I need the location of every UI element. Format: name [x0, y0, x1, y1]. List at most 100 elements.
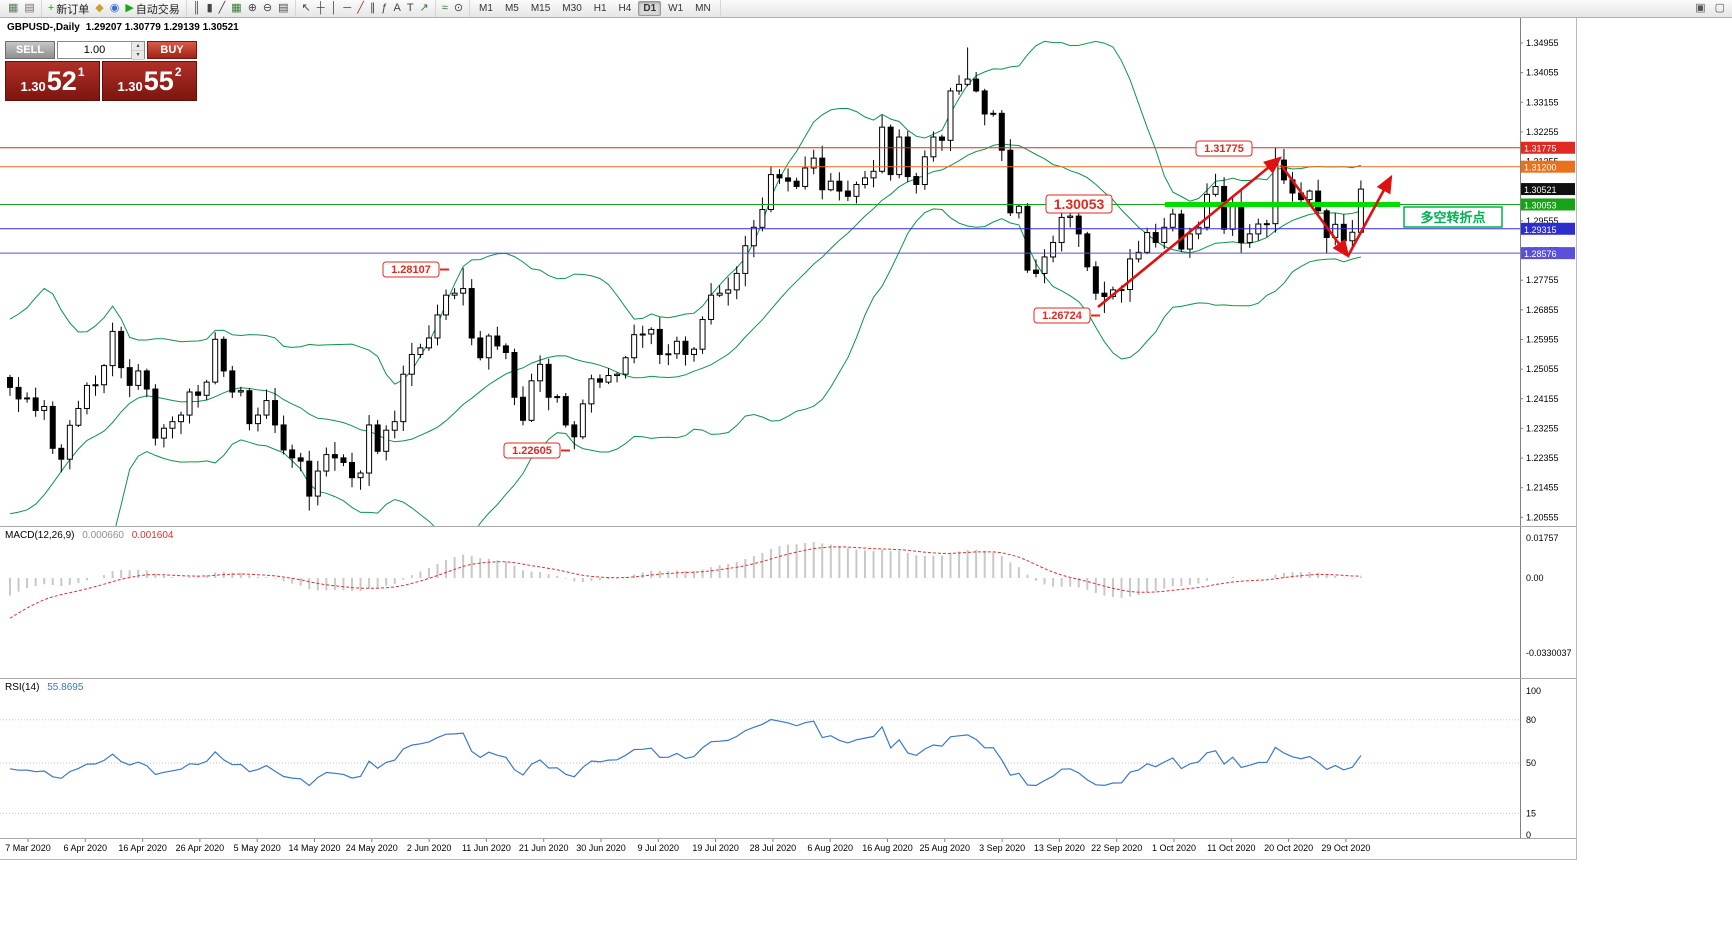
horizontal-line-button[interactable]: ─ — [340, 1, 354, 16]
volume-up-icon[interactable]: ▴ — [132, 42, 144, 51]
ask-price-panel[interactable]: 1.30 55 2 — [102, 61, 197, 101]
svg-text:1.34955: 1.34955 — [1526, 38, 1559, 48]
new-order-button[interactable]: + 新订单 — [45, 1, 92, 16]
fibonacci-icon: ƒ — [381, 2, 388, 14]
chart-ohlc-header: GBPUSD-,Daily 1.29207 1.30779 1.29139 1.3… — [7, 22, 245, 33]
svg-text:1.29555: 1.29555 — [1526, 216, 1559, 226]
svg-text:1.33155: 1.33155 — [1526, 97, 1559, 107]
svg-text:0: 0 — [1526, 830, 1531, 840]
svg-text:1.22605: 1.22605 — [512, 445, 552, 457]
sell-button[interactable]: SELL — [5, 41, 55, 59]
svg-text:1.23255: 1.23255 — [1526, 423, 1559, 433]
svg-text:1.31775: 1.31775 — [1524, 144, 1557, 154]
timeframe-m30-button[interactable]: M30 — [562, 3, 582, 14]
options-button[interactable]: ◉ — [107, 1, 123, 16]
metaeditor-button[interactable]: ◆ — [92, 1, 106, 16]
tile-windows-button[interactable]: ▤ — [275, 1, 291, 16]
bar-chart-button[interactable]: ║ — [190, 1, 204, 16]
timeframe-h4-button[interactable]: H4 — [618, 3, 632, 14]
volume-stepper[interactable]: 1.00 ▴ ▾ — [57, 41, 145, 60]
line-chart-button[interactable]: ╱ — [216, 1, 229, 16]
zoom-out-button[interactable]: ⊖ — [260, 1, 275, 16]
bid-price-panel[interactable]: 1.30 52 1 — [5, 61, 100, 101]
svg-text:1.29315: 1.29315 — [1524, 225, 1557, 235]
timeframe-m5-button[interactable]: M5 — [504, 3, 519, 14]
cursor-button[interactable]: ↖ — [299, 1, 314, 16]
timeframe-h1-button[interactable]: H1 — [593, 3, 607, 14]
svg-text:1.26724: 1.26724 — [1042, 310, 1083, 322]
svg-text:11 Jun 2020: 11 Jun 2020 — [462, 843, 511, 853]
rsi-indicator-label: RSI(14) 55.8695 — [5, 682, 83, 693]
svg-text:9 Jul 2020: 9 Jul 2020 — [638, 843, 680, 853]
svg-text:20 Oct 2020: 20 Oct 2020 — [1264, 843, 1313, 853]
svg-text:1.25955: 1.25955 — [1526, 334, 1559, 344]
channel-icon: ∥ — [369, 2, 376, 14]
svg-text:3 Sep 2020: 3 Sep 2020 — [979, 843, 1025, 853]
label-icon: T — [406, 2, 414, 14]
tile-windows-icon: ▤ — [278, 2, 289, 14]
buy-button[interactable]: BUY — [147, 41, 197, 59]
toolbar-group-charts: ▦ ▤ — [2, 0, 42, 17]
svg-text:1.27755: 1.27755 — [1526, 275, 1559, 285]
toolbar-group-trading: + 新订单 ◆ ◉ ▶ 自动交易 — [42, 0, 187, 17]
indicators-icon: ≈ — [441, 2, 448, 14]
fullscreen-icon: ▢ — [1714, 2, 1725, 14]
grid-button[interactable]: ▦ — [228, 1, 244, 16]
svg-text:29 Oct 2020: 29 Oct 2020 — [1321, 843, 1370, 853]
metaeditor-icon: ◆ — [95, 2, 104, 14]
macd-title: MACD(12,26,9) — [5, 530, 75, 541]
periods-button[interactable]: ⊙ — [451, 1, 466, 16]
candlestick-chart-button[interactable]: ▮ — [204, 1, 216, 16]
svg-text:-0.0330037: -0.0330037 — [1526, 648, 1572, 658]
timeframe-m1-button[interactable]: M1 — [479, 3, 493, 14]
text-icon: A — [393, 2, 401, 14]
svg-text:26 Apr 2020: 26 Apr 2020 — [176, 843, 225, 853]
channel-button[interactable]: ∥ — [367, 1, 379, 16]
svg-text:1.25055: 1.25055 — [1526, 364, 1559, 374]
arrows-button[interactable]: ↗ — [417, 1, 432, 16]
text-button[interactable]: A — [390, 1, 403, 16]
ohlc-values: 1.29207 1.30779 1.29139 1.30521 — [85, 22, 239, 33]
new-chart-button[interactable]: ▦ — [5, 1, 21, 16]
zoom-in-button[interactable]: ⊕ — [245, 1, 260, 16]
horizontal-line-icon: ─ — [343, 2, 352, 14]
chart-window[interactable]: 1.31775 1.30053 1.28107 1.26724 1.22605 多空转折点… — [0, 17, 1577, 860]
vertical-line-button[interactable]: │ — [328, 1, 341, 16]
volume-spin-buttons: ▴ ▾ — [131, 42, 144, 60]
svg-text:11 Oct 2020: 11 Oct 2020 — [1207, 843, 1255, 853]
timeframe-mn-button[interactable]: MN — [695, 3, 711, 14]
rsi-title: RSI(14) — [5, 682, 40, 693]
arrows-icon: ↗ — [419, 2, 429, 14]
svg-text:1 Oct 2020: 1 Oct 2020 — [1152, 843, 1196, 853]
svg-text:1.22355: 1.22355 — [1526, 453, 1559, 463]
docking-button[interactable]: ▣ — [1692, 1, 1708, 16]
crosshair-button[interactable]: ┼ — [314, 1, 328, 16]
svg-text:22 Sep 2020: 22 Sep 2020 — [1091, 843, 1142, 853]
options-icon: ◉ — [109, 2, 120, 14]
svg-text:1.30521: 1.30521 — [1524, 185, 1557, 195]
indicators-button[interactable]: ≈ — [439, 1, 451, 16]
fullscreen-button[interactable]: ▢ — [1712, 1, 1728, 16]
trendline-button[interactable]: ╱ — [354, 1, 367, 16]
zoom-in-icon: ⊕ — [247, 2, 257, 14]
chart-profiles-button[interactable]: ▤ — [21, 1, 37, 16]
autotrading-icon: ▶ — [125, 2, 134, 14]
price-chart-canvas[interactable]: 1.31775 1.30053 1.28107 1.26724 1.22605 多空转折点… — [0, 17, 1576, 859]
autotrading-button[interactable]: ▶ 自动交易 — [122, 1, 182, 16]
candlestick-chart-icon: ▮ — [206, 2, 213, 14]
volume-down-icon[interactable]: ▾ — [132, 51, 144, 60]
fibonacci-button[interactable]: ƒ — [378, 1, 390, 16]
svg-text:100: 100 — [1526, 686, 1541, 696]
macd-signal-value: 0.001604 — [131, 530, 174, 541]
svg-text:1.34055: 1.34055 — [1526, 68, 1559, 78]
timeframe-m15-button[interactable]: M15 — [530, 3, 551, 14]
timeframe-d1-button[interactable]: D1 — [638, 1, 662, 16]
label-button[interactable]: T — [404, 1, 417, 16]
toolbar-group-indicators: ≈ ⊙ — [436, 0, 471, 17]
volume-input[interactable]: 1.00 — [83, 44, 106, 56]
svg-text:14 May 2020: 14 May 2020 — [288, 843, 340, 853]
svg-text:21 Jun 2020: 21 Jun 2020 — [519, 843, 569, 853]
timeframe-w1-button[interactable]: W1 — [668, 3, 684, 14]
svg-text:19 Jul 2020: 19 Jul 2020 — [692, 843, 739, 853]
